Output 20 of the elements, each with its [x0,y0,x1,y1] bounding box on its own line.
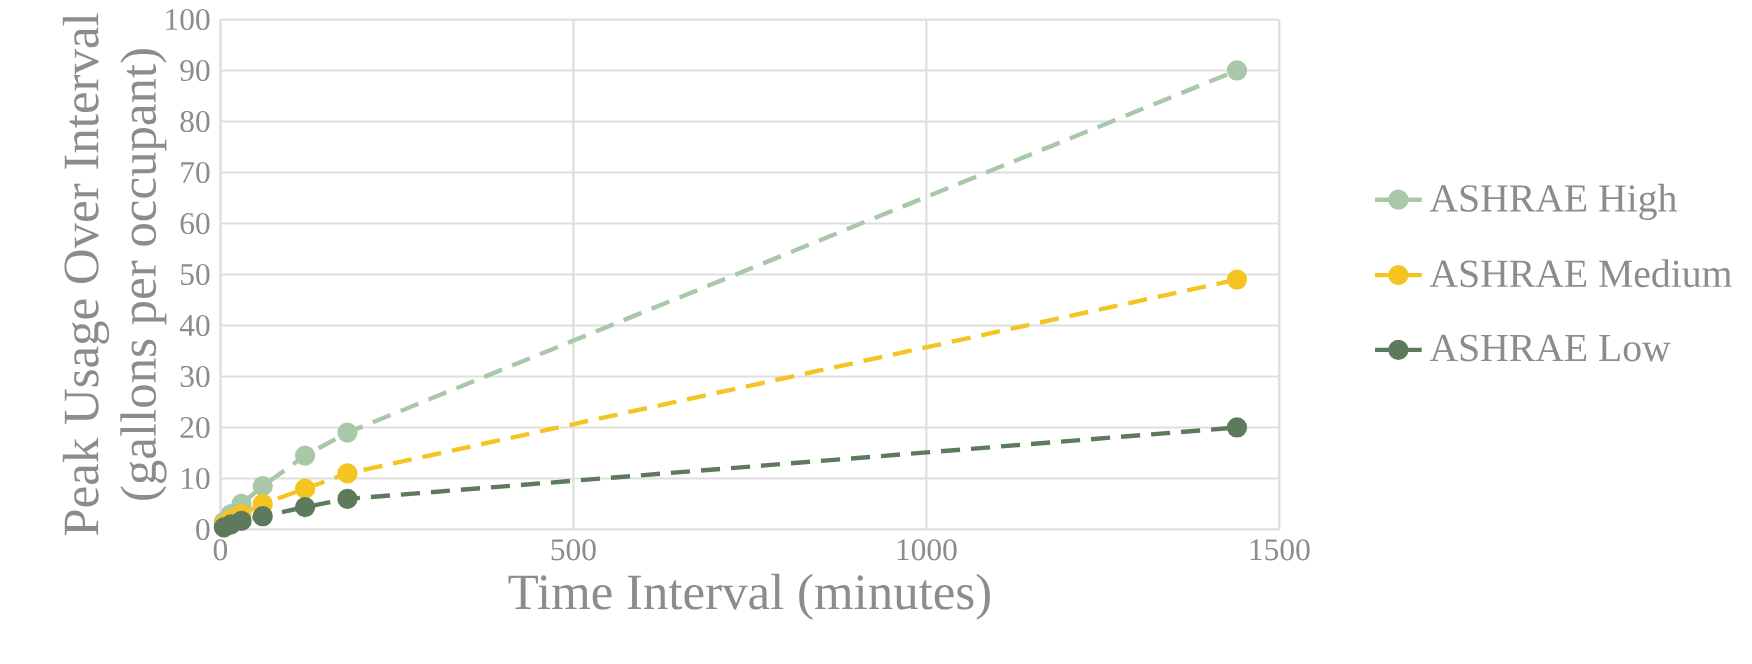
x-tick-label: 0 [213,539,228,561]
y-axis-title: Peak Usage Over Interval (gallons per occupant) [62,13,167,536]
legend-label: ASHRAE High [1429,183,1677,220]
y-tick-label: 40 [179,314,210,337]
x-axis-title: Time Interval (minutes) [508,573,990,620]
x-tick-label: 1000 [897,539,957,561]
y-tick-label: 70 [181,161,210,183]
y-tick-label: 90 [180,59,210,81]
legend-label: ASHRAE Low [1429,334,1671,362]
y-tick-label: 50 [181,263,210,285]
y-tick-label: 30 [180,365,210,388]
y-tick-label: 60 [180,212,210,234]
x-tick-label: 500 [551,539,596,561]
y-tick-label: 0 [196,518,210,541]
y-tick-label: 80 [180,110,210,132]
x-tick-label: 1500 [1250,539,1310,561]
y-tick-label: 100 [166,8,210,30]
y-tick-label: 10 [181,467,210,490]
legend-label: ASHRAE Medium [1429,259,1732,288]
y-tick-label: 20 [180,416,210,439]
